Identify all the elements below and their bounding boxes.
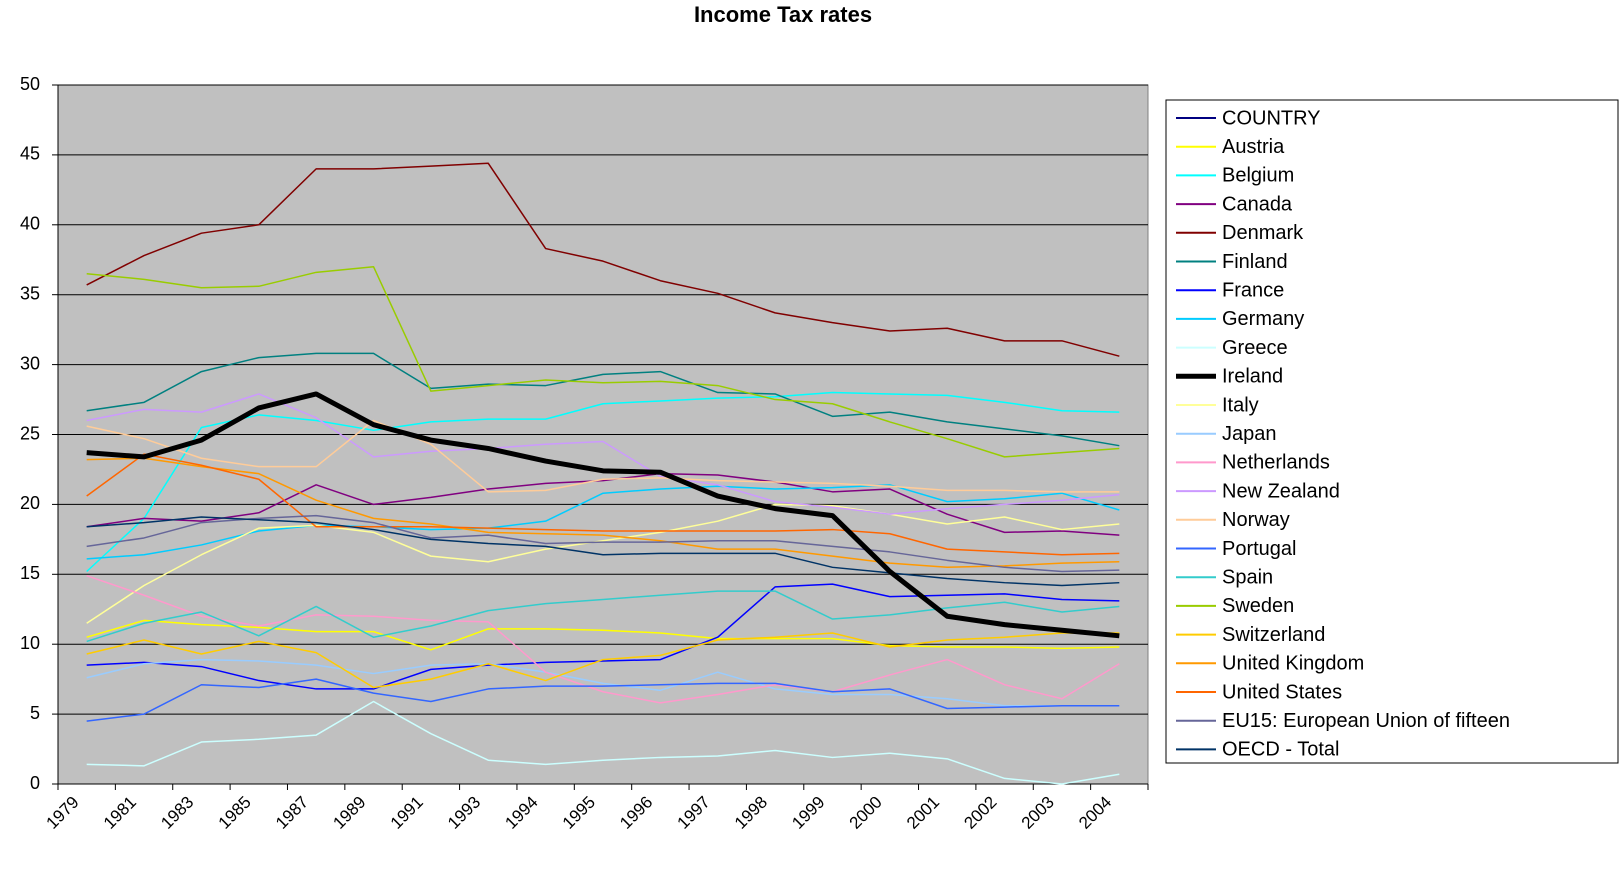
x-tick-label: 2000 — [846, 793, 886, 833]
x-tick-label: 1997 — [674, 793, 714, 833]
series-line — [86, 391, 1120, 639]
x-tick-label: 1999 — [788, 793, 828, 833]
y-tick-label: 40 — [20, 214, 40, 234]
x-tick-label: 1983 — [157, 793, 197, 833]
series-line — [86, 632, 1120, 689]
y-tick-label: 20 — [20, 493, 40, 513]
legend-label: Austria — [1222, 136, 1285, 158]
x-tick-label: 2004 — [1075, 793, 1115, 833]
x-tick-label: 1993 — [444, 793, 484, 833]
legend-label: Greece — [1222, 337, 1288, 359]
legend-label: Denmark — [1222, 222, 1304, 244]
y-tick-label: 0 — [30, 773, 40, 793]
chart-title: Income Tax rates — [694, 2, 872, 27]
x-tick-label: 1991 — [387, 793, 427, 833]
x-tick-label: 2003 — [1018, 793, 1058, 833]
legend-label: Germany — [1222, 308, 1304, 330]
series-line — [86, 658, 1120, 707]
x-tick-label: 2001 — [903, 793, 943, 833]
legend-label: Sweden — [1222, 595, 1294, 617]
y-tick-label: 35 — [20, 283, 40, 303]
series-line — [86, 419, 1120, 493]
legend-label: COUNTRY — [1222, 107, 1321, 129]
legend-box — [1165, 99, 1619, 764]
series-line — [86, 453, 1120, 556]
y-tick-label: 45 — [20, 144, 40, 164]
x-tick-label: 2002 — [960, 793, 1000, 833]
x-tick-label: 1996 — [616, 793, 656, 833]
y-tick-label: 10 — [20, 633, 40, 653]
legend-label: OECD - Total — [1222, 739, 1339, 761]
legend-label: Canada — [1222, 193, 1293, 215]
series-line — [86, 393, 1120, 515]
series-line — [86, 265, 1120, 458]
legend-label: Portugal — [1222, 538, 1297, 560]
y-tick-label: 5 — [30, 703, 40, 723]
legend-label: United Kingdom — [1222, 653, 1364, 675]
x-tick-label: 1995 — [559, 793, 599, 833]
legend-label: Finland — [1222, 251, 1288, 273]
series-line — [86, 700, 1120, 785]
series-line — [86, 503, 1120, 624]
legend-label: EU15: European Union of fifteen — [1222, 710, 1510, 732]
legend-label: Spain — [1222, 566, 1273, 588]
series-line — [86, 583, 1120, 690]
series-line — [86, 391, 1120, 573]
legend-label: Italy — [1222, 394, 1259, 416]
x-tick-label: 1985 — [215, 793, 255, 833]
x-tick-label: 1979 — [43, 793, 83, 833]
series-line — [86, 457, 1120, 569]
series-line — [86, 472, 1120, 536]
y-tick-label: 25 — [20, 423, 40, 443]
legend-label: Belgium — [1222, 165, 1294, 187]
legend-label: Norway — [1222, 509, 1290, 531]
x-tick-label: 1981 — [100, 793, 140, 833]
x-tick-label: 1987 — [272, 793, 312, 833]
x-tick-label: 1989 — [329, 793, 369, 833]
legend-label: United States — [1222, 681, 1342, 703]
x-tick-label: 1998 — [731, 793, 771, 833]
legend-label: New Zealand — [1222, 480, 1340, 502]
series-line — [86, 574, 1120, 704]
series-line — [86, 619, 1120, 651]
legend-label: France — [1222, 279, 1284, 301]
y-tick-label: 15 — [20, 563, 40, 583]
legend-label: Netherlands — [1222, 452, 1330, 474]
series-line — [86, 590, 1120, 643]
legend-label: Japan — [1222, 423, 1277, 445]
series-line — [86, 514, 1120, 573]
legend-label: Ireland — [1222, 366, 1283, 388]
legend-label: Switzerland — [1222, 624, 1325, 646]
series-line — [86, 678, 1120, 722]
series-line — [86, 484, 1120, 560]
series-line — [86, 352, 1120, 447]
series-line — [86, 516, 1120, 587]
x-tick-label: 1994 — [501, 793, 541, 833]
y-tick-label: 30 — [20, 353, 40, 373]
y-tick-label: 50 — [20, 74, 40, 94]
series-line — [86, 162, 1120, 357]
